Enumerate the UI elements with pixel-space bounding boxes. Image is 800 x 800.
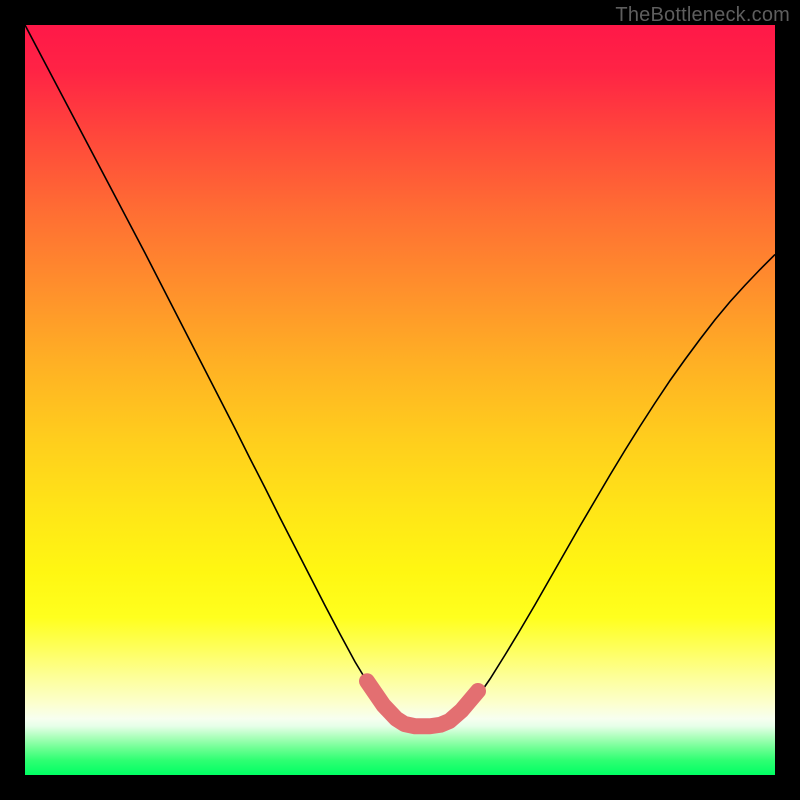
watermark-text: TheBottleneck.com [615, 4, 790, 27]
bottleneck-chart [25, 25, 775, 775]
chart-container [25, 25, 775, 775]
chart-background [25, 25, 775, 775]
